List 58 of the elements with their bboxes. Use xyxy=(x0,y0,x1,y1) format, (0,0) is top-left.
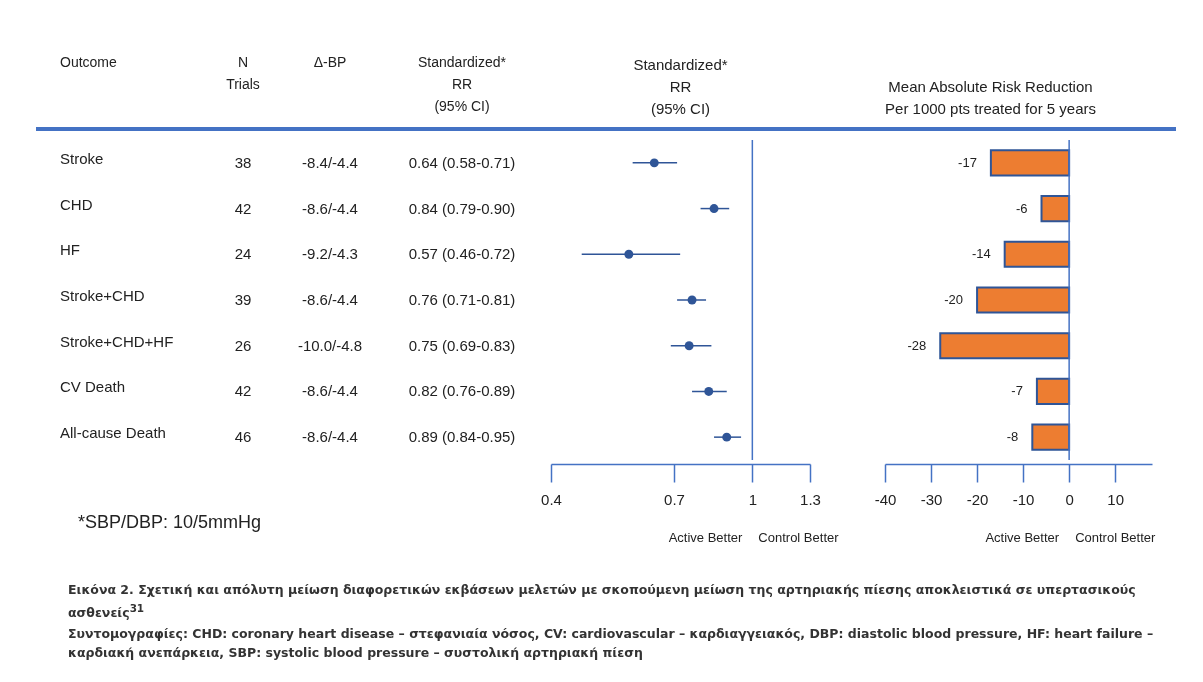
text: Εικόνα 2. Σχετική και απόλυτη μείωση διαφορετικών εκβάσεων μελετών με σκοπούμενη μείωση της αρτηριακής πίεσης αποκλειστικά σε υπερτασικούς ασθενείς$^{31}$ xyxy=(68,581,1137,623)
text: 0.75 (0.69-0.83) xyxy=(408,336,516,354)
category-label: CV Death xyxy=(60,378,126,396)
x-tick-label: 0 xyxy=(1065,490,1074,508)
text: 42 xyxy=(234,199,252,217)
text: 46 xyxy=(234,428,252,446)
text: 26 xyxy=(234,336,252,354)
category-label: Stroke+CHD xyxy=(60,287,145,304)
x-tick-label: 0.7 xyxy=(664,490,685,508)
text: 0.76 (0.71-0.81) xyxy=(408,291,516,308)
text: -8.4/-4.4 xyxy=(302,153,358,171)
text: 39 xyxy=(234,291,252,308)
data-label: -6 xyxy=(1015,200,1028,216)
category-label: Stroke+CHD+HF xyxy=(60,332,174,350)
x-tick-label: 1.3 xyxy=(800,490,821,508)
x-tick-label: -10 xyxy=(1012,490,1035,508)
text: 0.89 (0.84-0.95) xyxy=(408,428,516,446)
text: Control Better xyxy=(758,530,840,545)
category-label: N Trials xyxy=(226,54,260,92)
text: 0.84 (0.79-0.90) xyxy=(408,199,516,217)
data-label: -28 xyxy=(907,337,927,353)
data-label: -14 xyxy=(971,246,991,262)
data-label: -20 xyxy=(944,292,964,307)
data-label: -8 xyxy=(1006,429,1019,445)
text: -8.6/-4.4 xyxy=(302,382,358,400)
chart-title: Mean Absolute Risk Reduction Per 1000 pts treated for 5 years xyxy=(885,78,1096,118)
x-tick-label: 10 xyxy=(1107,490,1125,508)
chart-title: Standardized* RR (95% CI) xyxy=(633,56,728,118)
x-tick-label: 0.4 xyxy=(541,490,562,508)
text: Active Better xyxy=(985,530,1060,545)
text: Control Better xyxy=(1075,530,1157,545)
category-label: Standardized* RR (95% CI) xyxy=(418,54,507,114)
data-label: -7 xyxy=(1011,383,1023,399)
text: 42 xyxy=(234,382,252,400)
category-label: Δ-BP xyxy=(313,54,347,70)
text: Outcome xyxy=(60,54,118,70)
text: *SBP/DBP: 10/5mmHg xyxy=(78,512,262,533)
data-label: -17 xyxy=(958,154,977,170)
text: -8.6/-4.4 xyxy=(302,428,358,446)
x-tick-label: -30 xyxy=(920,490,943,508)
text: Active Better xyxy=(668,530,744,545)
category-label: Stroke xyxy=(60,149,104,167)
text: -8.6/-4.4 xyxy=(302,291,358,308)
text: 0.57 (0.46-0.72) xyxy=(408,245,516,263)
category-label: HF xyxy=(60,241,80,259)
x-tick-label: 1 xyxy=(748,490,758,508)
text: -9.2/-4.3 xyxy=(302,245,358,263)
category-label: CHD xyxy=(60,195,93,213)
category-label: All-cause Death xyxy=(60,424,166,442)
x-tick-label: -20 xyxy=(966,490,989,508)
text: 0.64 (0.58-0.71) xyxy=(408,153,516,171)
text: Συντομογραφίες: CHD: coronary heart disease – στεφανιαία νόσος, CV: cardiovascular – καρδιαγγειακός, DBP: diastolic blood pressure, HF: heart failure – καρδιακή ανεπάρκεια, SBP: systolic blood pressure – συστολική αρτηριακή πίεση xyxy=(68,625,1155,663)
text: -8.6/-4.4 xyxy=(302,199,358,217)
text: -10.0/-4.8 xyxy=(297,336,363,354)
text: 24 xyxy=(234,245,252,263)
text: 0.82 (0.76-0.89) xyxy=(408,382,516,400)
text: 38 xyxy=(234,153,252,171)
x-tick-label: -40 xyxy=(874,490,897,508)
